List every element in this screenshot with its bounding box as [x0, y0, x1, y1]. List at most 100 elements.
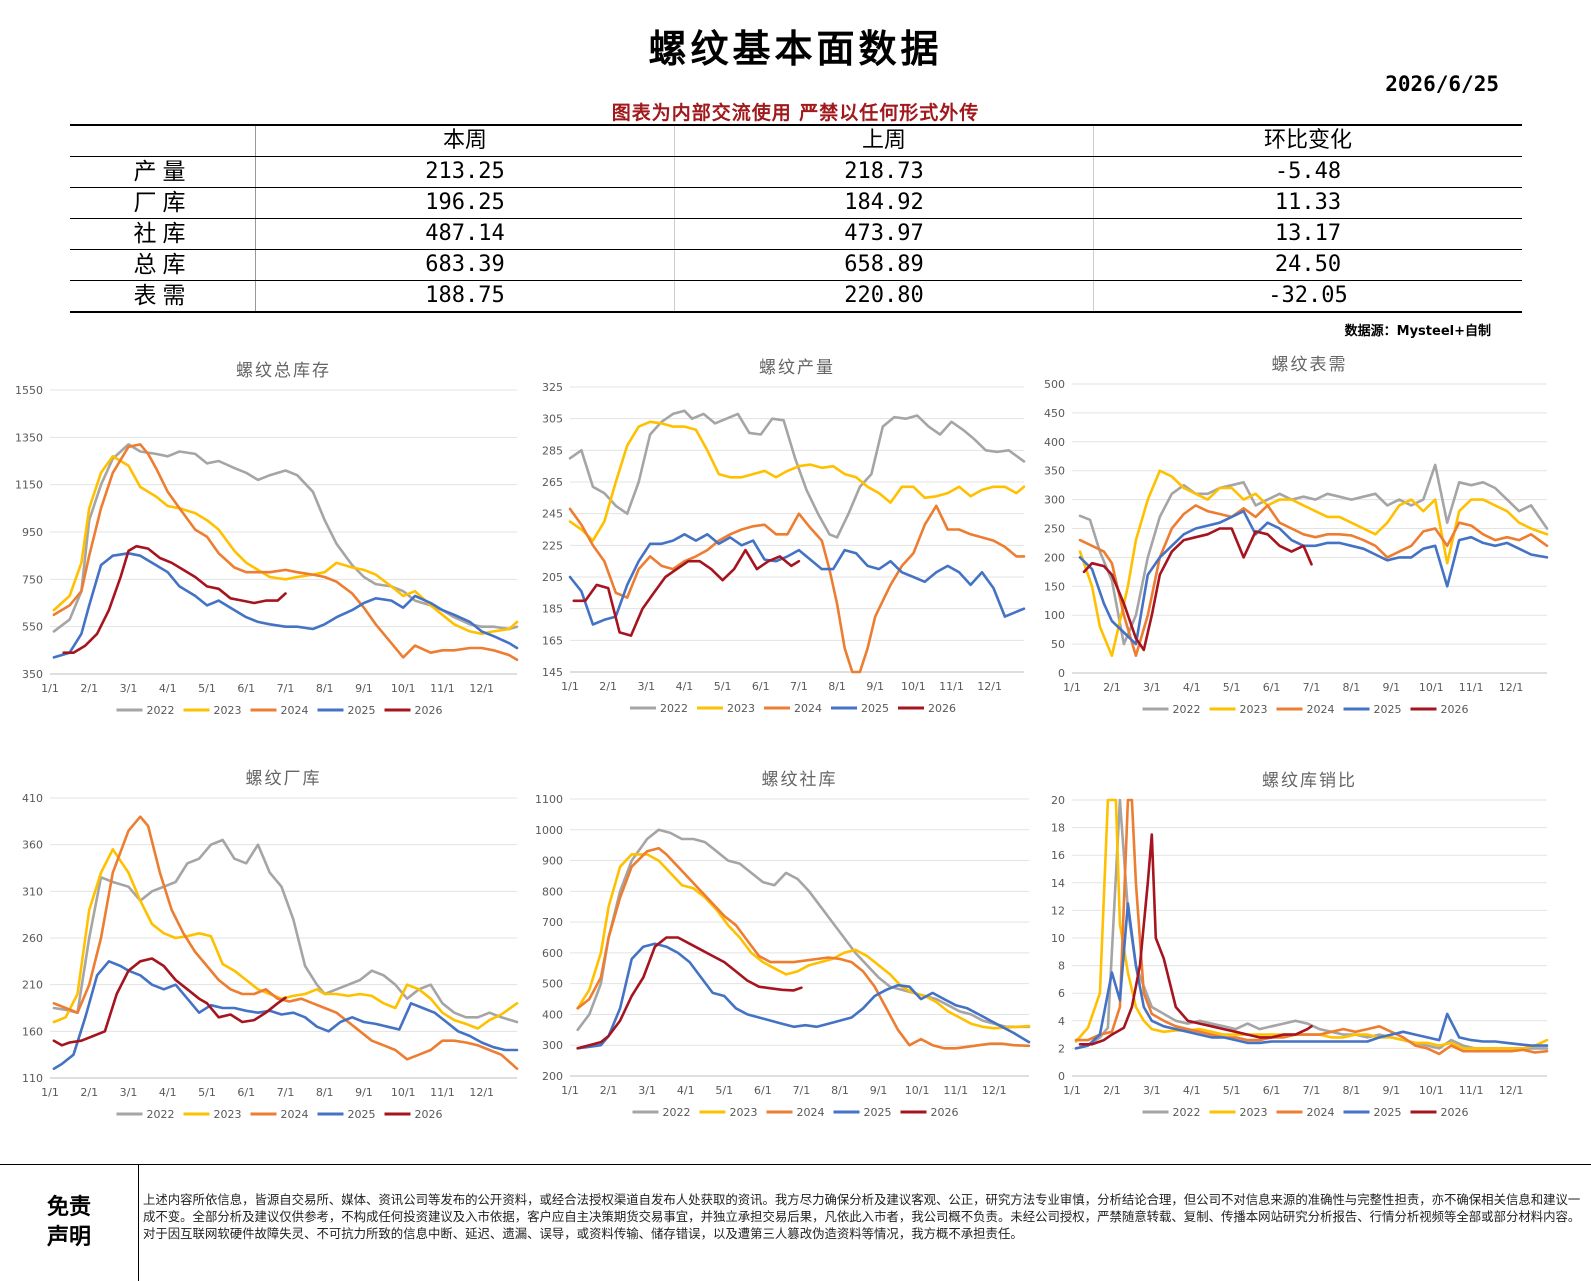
- series-line-2024: [1078, 504, 1549, 658]
- x-tick-label: 8/1: [1343, 1084, 1361, 1097]
- x-tick-label: 7/1: [1303, 1084, 1321, 1097]
- y-tick-label: 310: [22, 885, 43, 898]
- y-tick-label: 260: [22, 932, 43, 945]
- y-tick-label: 10: [1051, 932, 1065, 945]
- x-tick-label: 11/1: [1459, 1084, 1484, 1097]
- x-tick-label: 11/1: [430, 1086, 455, 1099]
- x-tick-label: 11/1: [430, 682, 455, 695]
- chart-title: 螺纹厂库: [246, 769, 322, 789]
- x-tick-label: 12/1: [977, 680, 1002, 693]
- legend-label: 2026: [1441, 703, 1469, 716]
- legend-label: 2022: [663, 1106, 691, 1119]
- x-tick-label: 4/1: [159, 682, 177, 695]
- legend-label: 2025: [864, 1106, 892, 1119]
- this-week-value: 188.75: [255, 280, 675, 313]
- x-tick-label: 8/1: [828, 680, 846, 693]
- x-tick-label: 8/1: [316, 1086, 334, 1099]
- y-tick-label: 500: [1044, 378, 1065, 391]
- y-tick-label: 50: [1051, 638, 1065, 651]
- series-line-2026: [576, 936, 803, 1050]
- disclaimer-label-line1: 免责: [46, 1195, 91, 1220]
- row-label: 总库: [70, 249, 256, 281]
- disclaimer: 免责 声明 上述内容所依信息，皆源自交易所、媒体、资讯公司等发布的公开资料，或经…: [0, 1164, 1591, 1281]
- x-tick-label: 6/1: [754, 1084, 772, 1097]
- chart-title: 螺纹社库: [762, 770, 838, 790]
- series-line-2025: [568, 533, 1026, 626]
- series-line-2024: [52, 443, 519, 662]
- x-tick-label: 2/1: [599, 680, 617, 693]
- x-tick-label: 3/1: [120, 1086, 138, 1099]
- x-tick-label: 12/1: [469, 1086, 494, 1099]
- internal-use-notice: 图表为内部交流使用 严禁以任何形式外传: [611, 102, 980, 124]
- x-tick-label: 5/1: [1223, 1084, 1241, 1097]
- chart-title: 螺纹产量: [759, 358, 835, 378]
- series-line-2024: [1074, 798, 1549, 1056]
- chart-factory-inventory: 螺纹厂库 110 160 210 260 310 360 410 1/1 2/1 3/1 4/1 5/1…: [22, 769, 519, 1121]
- y-tick-label: 2: [1058, 1042, 1065, 1055]
- y-tick-label: 305: [542, 413, 563, 426]
- row-label: 产量: [70, 156, 256, 188]
- y-tick-label: 100: [1044, 609, 1065, 622]
- series-line-2023: [568, 420, 1026, 542]
- legend-label: 2026: [931, 1106, 959, 1119]
- summary-header-last-week: 上周: [674, 124, 1094, 157]
- x-tick-label: 2/1: [1103, 1084, 1121, 1097]
- y-tick-label: 245: [542, 508, 563, 521]
- chart-title: 螺纹库销比: [1262, 771, 1357, 791]
- last-week-value: 473.97: [674, 218, 1094, 250]
- legend-label: 2024: [1307, 703, 1335, 716]
- x-tick-label: 4/1: [159, 1086, 177, 1099]
- x-tick-label: 1/1: [41, 1086, 59, 1099]
- x-tick-label: 10/1: [905, 1084, 930, 1097]
- row-label: 表需: [70, 280, 256, 313]
- y-tick-label: 300: [1044, 494, 1065, 507]
- y-tick-label: 165: [542, 634, 563, 647]
- table-row: 产量 213.25 218.73 -5.48: [70, 156, 1522, 188]
- x-tick-label: 4/1: [1183, 1084, 1201, 1097]
- legend-label: 2023: [730, 1106, 758, 1119]
- legend-label: 2024: [281, 1108, 309, 1121]
- y-tick-label: 16: [1051, 849, 1065, 862]
- legend-label: 2026: [1441, 1106, 1469, 1119]
- y-tick-label: 225: [542, 539, 563, 552]
- x-tick-label: 9/1: [866, 680, 884, 693]
- x-tick-label: 10/1: [391, 682, 416, 695]
- series-line-2026: [572, 548, 801, 637]
- x-tick-label: 2/1: [600, 1084, 618, 1097]
- table-row: 社库 487.14 473.97 13.17: [70, 218, 1522, 250]
- y-tick-label: 800: [542, 885, 563, 898]
- x-tick-label: 3/1: [637, 680, 655, 693]
- legend-label: 2023: [727, 702, 755, 715]
- disclaimer-label-line2: 声明: [46, 1225, 91, 1250]
- x-tick-label: 1/1: [561, 680, 579, 693]
- this-week-value: 213.25: [255, 156, 675, 188]
- y-tick-label: 20: [1051, 794, 1065, 807]
- x-tick-label: 4/1: [676, 680, 694, 693]
- x-tick-label: 10/1: [901, 680, 926, 693]
- legend-label: 2023: [214, 1108, 242, 1121]
- legend-label: 2023: [214, 704, 242, 717]
- x-tick-label: 1/1: [41, 682, 59, 695]
- y-tick-label: 450: [1044, 407, 1065, 420]
- legend-label: 2023: [1240, 1106, 1268, 1119]
- series-line-2025: [1074, 902, 1549, 1050]
- last-week-value: 218.73: [674, 156, 1094, 188]
- x-tick-label: 8/1: [316, 682, 334, 695]
- y-tick-label: 1550: [15, 384, 43, 397]
- x-tick-label: 6/1: [752, 680, 770, 693]
- x-tick-label: 5/1: [715, 1084, 733, 1097]
- chart-total-inventory: 螺纹总库存 350 550 750 950 1150 1350 1550 1/1 2/1 3/1 4/…: [15, 361, 519, 717]
- y-tick-label: 950: [22, 526, 43, 539]
- y-tick-label: 750: [22, 573, 43, 586]
- y-tick-label: 145: [542, 666, 563, 679]
- x-tick-label: 6/1: [1263, 1084, 1281, 1097]
- x-tick-label: 7/1: [790, 680, 808, 693]
- x-tick-label: 9/1: [1382, 1084, 1400, 1097]
- legend-label: 2026: [415, 1108, 443, 1121]
- legend-label: 2022: [147, 1108, 175, 1121]
- y-tick-label: 700: [542, 916, 563, 929]
- y-tick-label: 600: [542, 947, 563, 960]
- x-tick-label: 12/1: [1499, 681, 1524, 694]
- y-tick-label: 4: [1058, 1015, 1065, 1028]
- x-tick-label: 12/1: [982, 1084, 1007, 1097]
